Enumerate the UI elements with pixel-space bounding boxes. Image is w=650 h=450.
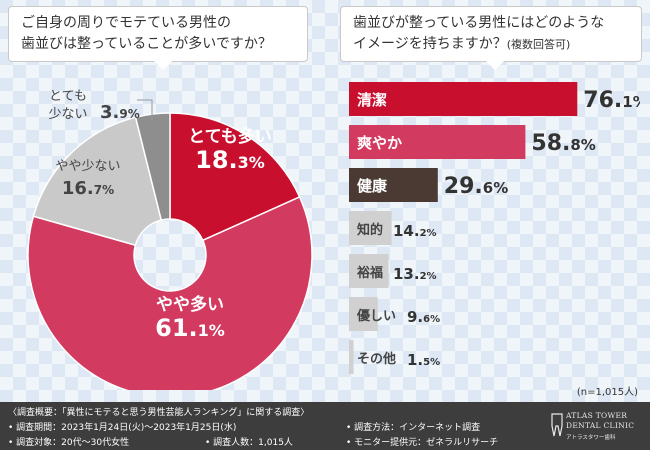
bar <box>349 82 578 116</box>
footer-method: • 調査方法：インターネット調査 <box>346 423 481 433</box>
donut-value: 61.1% <box>155 314 225 342</box>
bar-value: 9.6% <box>407 308 440 326</box>
logo-line-1: ATLAS TOWER <box>566 411 628 420</box>
donut-value: 18.3% <box>195 146 265 174</box>
bar-label: 健康 <box>357 177 388 195</box>
bar-label: 清潔 <box>357 91 387 109</box>
footer-count: • 調査人数：1,015人 <box>205 438 293 448</box>
donut-label: やや少ない <box>55 159 120 174</box>
donut-slice <box>134 112 171 221</box>
bar <box>349 168 438 202</box>
bar-chart: 清潔 76.1% 爽やか 58.8% 健康 29.6% 知的 14.2% 裕福 13.2% 優しい 9… <box>349 82 640 374</box>
donut-value: 16.7% <box>62 178 114 199</box>
bar-question-line-1: 歯並びが整っている男性にはどのような <box>353 15 605 31</box>
bar-label: 優しい <box>356 308 396 324</box>
footer-overview: 〈調査概要：「異性にモテると思う男性芸能人ランキング」に関する調査〉 <box>8 408 310 418</box>
donut-slice <box>32 116 163 247</box>
pie-question: ご自身の周りでモテている男性の 歯並びは整っていることが多いですか？ <box>8 6 308 70</box>
donut-label: やや多い <box>156 294 224 315</box>
bar-question-line-2: イメージを持ちますか？ <box>353 36 507 52</box>
pie-question-line-1: ご自身の周りでモテている男性の <box>21 15 231 31</box>
donut-label: 少ない <box>48 107 87 122</box>
footer-period: • 調査期間：2023年1月24日(火)〜2023年1月25日(水) <box>8 423 237 433</box>
bar <box>349 211 392 245</box>
bar-label: 知的 <box>357 222 383 238</box>
bar-value: 13.2% <box>393 265 437 283</box>
bar <box>349 340 354 374</box>
bar-value: 14.2% <box>393 222 437 240</box>
footer-monitor: • モニター提供元：ゼネラルリサーチ <box>346 438 499 448</box>
bar-question-note: (複数回答可) <box>506 38 571 51</box>
donut-value: 3.9% <box>100 102 140 123</box>
logo-line-3: アトラスタワー歯科 <box>566 435 616 441</box>
donut-slice <box>27 195 313 390</box>
survey-footer: 〈調査概要：「異性にモテると思う男性芸能人ランキング」に関する調査〉 • 調査期… <box>0 402 650 450</box>
bar-value: 58.8% <box>531 131 595 156</box>
bar-value: 29.6% <box>444 174 508 199</box>
footer-target: • 調査対象：20代〜30代女性 <box>8 438 130 448</box>
clinic-logo: ATLAS TOWER DENTAL CLINIC アトラスタワー歯科 <box>548 408 646 444</box>
bar <box>349 125 526 159</box>
bar-value: 1.5% <box>407 351 440 369</box>
bar-value: 76.1% <box>583 88 640 113</box>
logo-line-2: DENTAL CLINIC <box>566 421 635 430</box>
bar <box>349 297 378 331</box>
bar <box>349 254 389 288</box>
bar-label: 爽やか <box>357 134 402 152</box>
tooth-logo-icon <box>551 413 563 437</box>
bar-label: 裕福 <box>356 265 383 281</box>
donut-label: とても多い <box>188 126 272 147</box>
sample-size: (n=1,015人) <box>576 387 638 398</box>
donut-leader-line <box>137 99 153 122</box>
donut-label: とても <box>49 89 87 104</box>
donut-slice <box>169 112 301 242</box>
pie-question-line-2: 歯並びは整っていることが多いですか？ <box>21 36 272 52</box>
bar-label: その他 <box>357 351 396 367</box>
bar-question: 歯並びが整っている男性にはどのような イメージを持ちますか？(複数回答可) <box>340 6 642 70</box>
